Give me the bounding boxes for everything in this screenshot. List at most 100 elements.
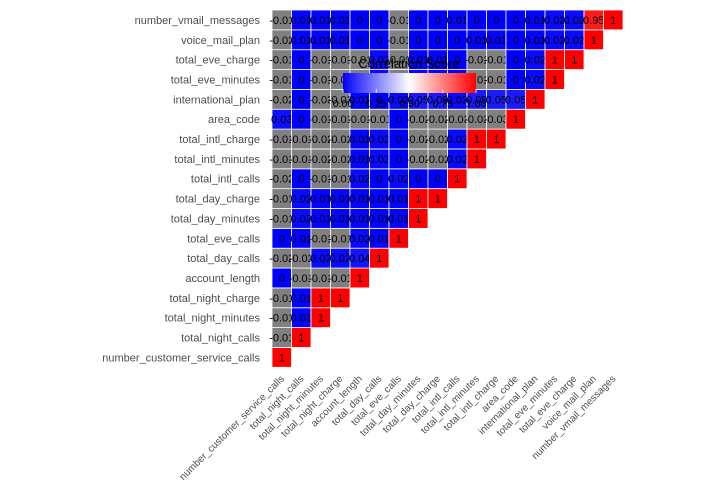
cell-value-label: 0.02 [369, 134, 390, 146]
cell-value-label: 1 [279, 352, 285, 364]
cell-value-label: 0.01 [369, 233, 390, 245]
cell-value-label: -0.01 [269, 333, 294, 345]
cell-value-label: 0.03 [271, 114, 292, 126]
cell-value-label: 0 [396, 154, 402, 166]
cell-value-label: 0.02 [447, 154, 468, 166]
cell-value-label: -0.02 [328, 134, 353, 146]
cell-value-label: 1 [513, 114, 519, 126]
y-axis-tick-label: total_eve_minutes [171, 74, 261, 86]
legend-title: Correlation Score [358, 56, 459, 71]
cell-value-label: -0.01 [328, 233, 353, 245]
cell-value-label: 0 [396, 114, 402, 126]
cell-value-label: 0.01 [291, 35, 312, 47]
cell-value-label: 0 [298, 174, 304, 186]
cell-value-label: 0.02 [310, 253, 331, 265]
cell-value-label: -0.01 [484, 74, 509, 86]
cell-value-label: 0.05 [427, 94, 448, 106]
legend-tick-label: 0.00 [333, 98, 354, 110]
y-axis-tick-label: total_night_minutes [165, 313, 261, 325]
cell-value-label: 0 [474, 15, 480, 27]
legend-colorbar [343, 73, 476, 93]
cell-value-label: -0.01 [308, 174, 333, 186]
cell-value-label: -0.03 [484, 114, 509, 126]
cell-value-label: -0.01 [328, 273, 353, 285]
cell-value-label: -0.01 [269, 15, 294, 27]
cell-value-label: 0.02 [388, 94, 409, 106]
cell-value-label: -0.03 [445, 114, 470, 126]
cell-value-label: -0.01 [269, 313, 294, 325]
cell-value-label: 0.01 [369, 194, 390, 206]
cell-value-label: -0.01 [308, 74, 333, 86]
cell-value-label: 1 [357, 273, 363, 285]
cell-value-label: 0 [513, 15, 519, 27]
cell-value-label: 0 [415, 35, 421, 47]
cell-value-label: -0.01 [308, 55, 333, 67]
y-axis-tick-label: total_eve_calls [187, 233, 260, 245]
cell-value-label: -0.02 [425, 114, 450, 126]
cell-value-label: 1 [610, 15, 616, 27]
cell-value-label: 1 [474, 154, 480, 166]
cell-value-label: -0.01 [269, 293, 294, 305]
cell-value-label: 0.01 [349, 213, 370, 225]
cell-value-label: 0 [396, 134, 402, 146]
cell-value-label: 0.01 [291, 293, 312, 305]
y-axis-tick-label: number_customer_service_calls [102, 352, 260, 364]
cell-value-label: 0.01 [466, 35, 487, 47]
cell-value-label: -0.02 [269, 35, 294, 47]
cell-value-label: 1 [376, 253, 382, 265]
legend-ticks: 0.00 0.25 0.50 0.75 1.00 [333, 89, 487, 110]
cell-value-label: 0 [376, 94, 382, 106]
cell-value-label: 1 [396, 233, 402, 245]
cell-value-label: 0.05 [505, 94, 526, 106]
legend-tick-label: 1.00 [466, 98, 487, 110]
cell-value-label: 1 [552, 74, 558, 86]
cell-value-label: 0.01 [486, 35, 507, 47]
cell-value-label: -0.01 [367, 114, 392, 126]
cell-value-label: 0.02 [447, 134, 468, 146]
cell-value-label: 0.01 [330, 194, 351, 206]
cell-value-label: 0 [435, 15, 441, 27]
y-axis-tick-label: total_intl_charge [179, 134, 260, 146]
cell-value-label: 0.04 [349, 253, 370, 265]
cell-value-label: 0.01 [349, 94, 370, 106]
cell-value-label: 0 [454, 55, 460, 67]
cell-value-label: 0.01 [388, 213, 409, 225]
y-axis-tick-label: total_intl_minutes [174, 154, 260, 166]
cell-value-label: 0 [376, 15, 382, 27]
cell-value-label: -0.01 [308, 233, 333, 245]
y-axis-labels: number_vmail_messages voice_mail_plantota… [102, 15, 260, 364]
cell-value-label: 0.01 [310, 194, 331, 206]
cell-value-label: -0.01 [289, 134, 314, 146]
cell-value-label: -0.01 [328, 174, 353, 186]
cell-value-label: 0 [493, 15, 499, 27]
cell-value-label: 0.02 [544, 15, 565, 27]
cell-value-label: -0.01 [269, 213, 294, 225]
cell-value-label: 0 [513, 74, 519, 86]
y-axis-tick-label: total_day_minutes [171, 213, 261, 225]
cell-value-label: 0 [298, 55, 304, 67]
cell-value-label: 1 [493, 134, 499, 146]
cell-value-label: -0.01 [289, 273, 314, 285]
cell-value-label: 0.02 [447, 94, 468, 106]
cell-value-label: -0.02 [406, 154, 431, 166]
cell-value-label: -0.01 [269, 55, 294, 67]
cell-value-label: 0.01 [291, 15, 312, 27]
cell-value-label: -0.01 [386, 15, 411, 27]
y-axis-tick-label: total_night_charge [169, 293, 260, 305]
cell-value-label: 1 [435, 194, 441, 206]
cell-value-label: 0 [435, 35, 441, 47]
y-axis-tick-label: account_length [185, 273, 260, 285]
cell-value-label: 0.02 [291, 194, 312, 206]
cell-value-label: 0.02 [349, 233, 370, 245]
cell-value-label: -0.03 [328, 94, 353, 106]
cell-value-label: 1 [552, 55, 558, 67]
cell-value-label: 1 [298, 333, 304, 345]
cell-value-label: -0.01 [269, 74, 294, 86]
cell-value-label: -0.01 [484, 55, 509, 67]
cell-value-label: 0.02 [564, 35, 585, 47]
cell-value-label: 1 [571, 55, 577, 67]
legend-tick-label: 0.25 [366, 98, 387, 110]
cell-value-label: -0.02 [308, 154, 333, 166]
cell-value-label: -0.01 [308, 273, 333, 285]
heatmap-cell [603, 9, 624, 31]
